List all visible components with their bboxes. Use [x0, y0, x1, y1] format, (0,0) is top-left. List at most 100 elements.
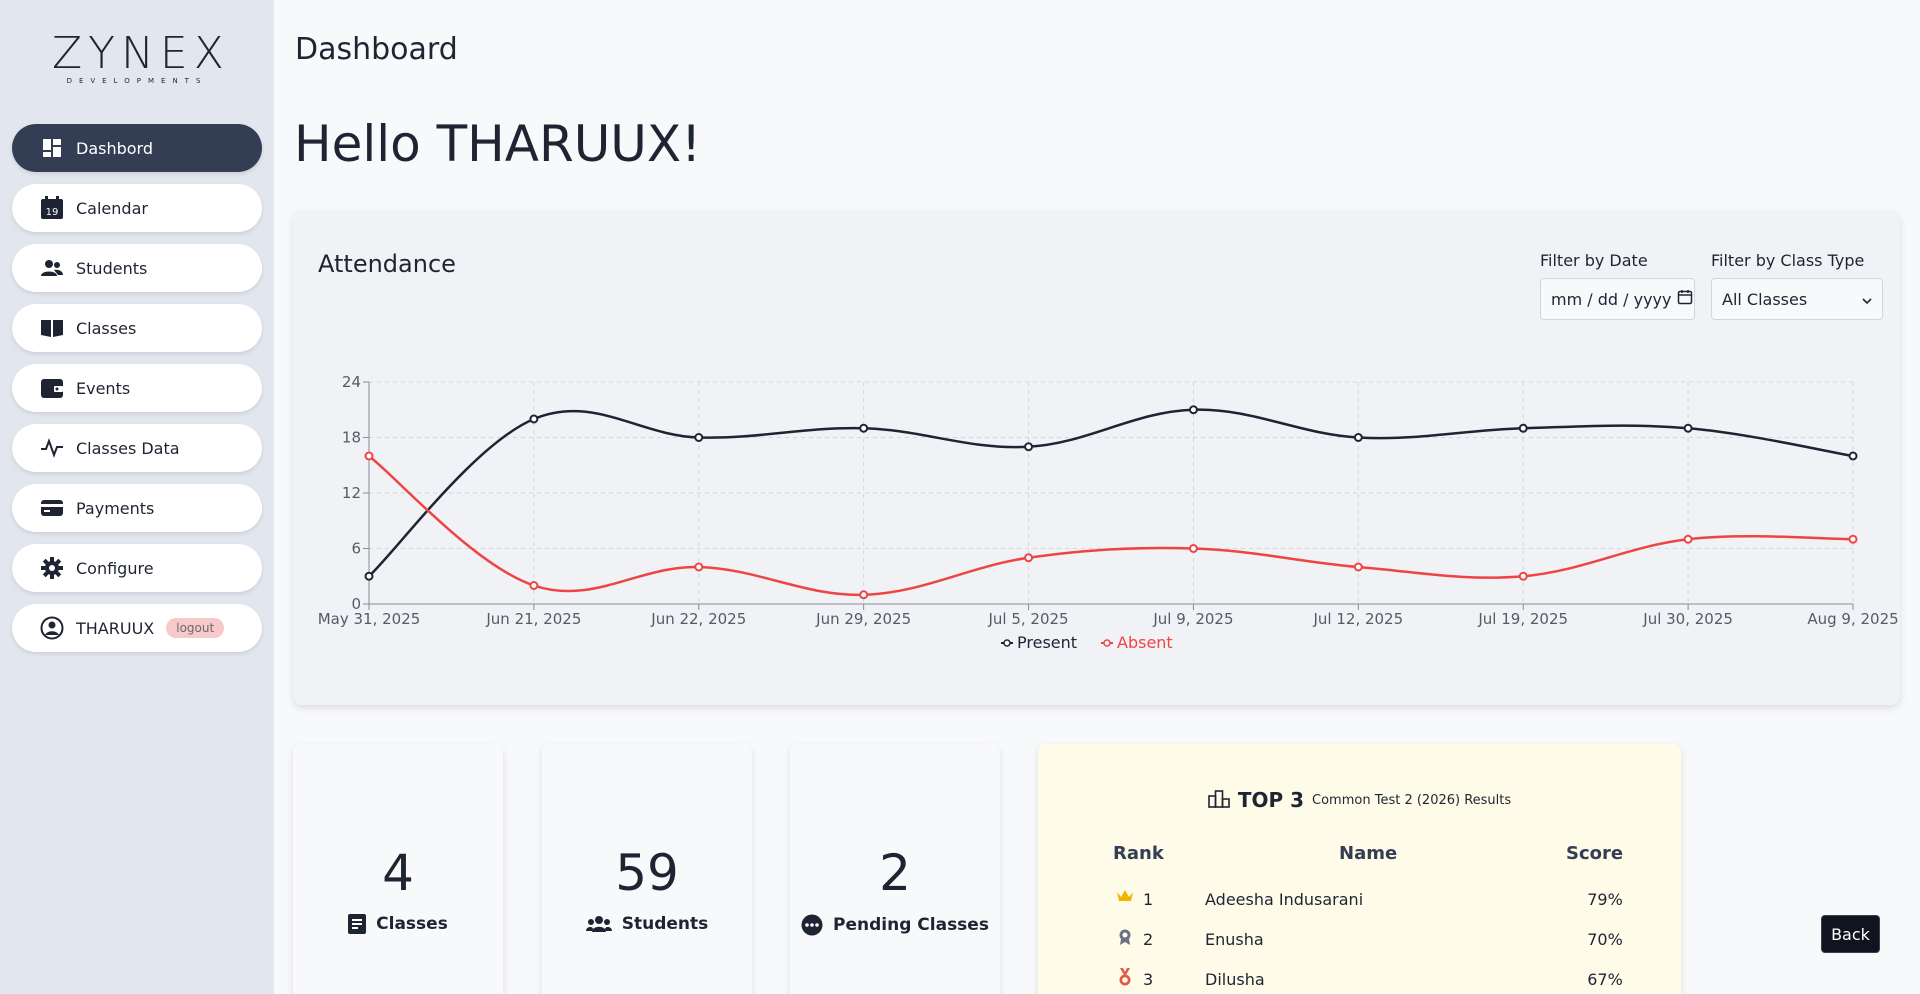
date-placeholder: mm / dd / yyyy [1551, 289, 1672, 309]
series-line-absent [368, 455, 1854, 597]
x-tick-label: Jun 21, 2025 [485, 610, 581, 628]
sidebar-nav: Dashbord 19 Calendar Students Classes Ev… [12, 124, 262, 664]
sidebar-item-dashboard[interactable]: Dashbord [12, 124, 262, 172]
legend-label: Absent [1117, 633, 1173, 652]
filter-by-date: Filter by Date mm / dd / yyyy [1540, 251, 1695, 320]
user-name: THARUUX [76, 618, 155, 638]
x-tick-label: Aug 9, 2025 [1807, 610, 1898, 628]
dashboard-icon [40, 136, 64, 160]
stat-value: 59 [615, 844, 679, 902]
score-cell: 67% [1587, 970, 1623, 989]
sidebar-item-classes[interactable]: Classes [12, 304, 262, 352]
data-point-present [529, 414, 539, 424]
pulse-icon [40, 436, 64, 460]
user-circle-icon [40, 616, 64, 640]
calendar-icon: 19 [40, 196, 64, 220]
table-row: 3 Dilusha 67% [1038, 964, 1681, 994]
filter-class-label: Filter by Class Type [1711, 251, 1865, 270]
data-point-absent [1683, 534, 1693, 544]
data-point-absent [859, 590, 869, 600]
data-point-absent [1518, 571, 1528, 581]
x-tick-label: Jul 19, 2025 [1477, 610, 1568, 628]
x-tick-label: Jun 22, 2025 [650, 610, 746, 628]
x-tick-label: May 31, 2025 [318, 610, 421, 628]
top3-card: TOP 3 Common Test 2 (2026) Results Rank … [1038, 744, 1681, 994]
sidebar-item-students[interactable]: Students [12, 244, 262, 292]
name-cell: Enusha [1205, 930, 1264, 949]
stat-label: Students [621, 914, 709, 934]
attendance-chart: 0 6 12 18 24 May 31, 2025 Jun 21, 2025 Jun 22, … [318, 373, 1899, 652]
sidebar-item-label: Payments [76, 498, 155, 518]
top3-title: TOP 3 [1237, 788, 1305, 812]
rank-cell: 3 [1143, 970, 1154, 989]
data-point-present [859, 423, 869, 433]
logo-word: ZYNEX [52, 28, 230, 79]
stat-card-pending-classes: 2 Pending Classes [790, 744, 1000, 994]
sidebar-item-label: Classes Data [76, 438, 180, 458]
logo-subtitle: DEVELOPMENTS [66, 77, 208, 85]
stat-label: Classes [376, 914, 448, 934]
top3-subtitle: Common Test 2 (2026) Results [1312, 792, 1512, 808]
data-point-present [364, 571, 374, 581]
top3-header: TOP 3 Common Test 2 (2026) Results [1038, 788, 1681, 812]
y-tick-label: 24 [342, 373, 361, 391]
gear-icon [40, 556, 64, 580]
stat-label: Pending Classes [833, 915, 989, 935]
data-point-absent [694, 562, 704, 572]
logout-button[interactable]: logout [166, 618, 225, 638]
data-point-absent [1024, 553, 1034, 563]
stat-card-classes: 4 Classes [293, 744, 503, 994]
data-point-present [1024, 442, 1034, 452]
medal-icon [1116, 968, 1134, 990]
more-circle-icon [801, 914, 823, 936]
attendance-card: Attendance Filter by Date mm / dd / yyyy… [293, 210, 1900, 705]
data-point-present [1188, 405, 1198, 415]
y-tick-label: 6 [351, 540, 361, 558]
sidebar: ZYNEX DEVELOPMENTS Dashbord 19 Calendar … [0, 0, 274, 994]
class-type-select[interactable]: All Classes [1711, 278, 1883, 320]
data-point-present [1518, 423, 1528, 433]
class-type-value: All Classes [1722, 289, 1808, 309]
back-button[interactable]: Back [1821, 915, 1880, 953]
sidebar-item-calendar[interactable]: 19 Calendar [12, 184, 262, 232]
table-row: 2 Enusha 70% [1038, 924, 1681, 956]
stat-label-row: Classes [293, 914, 503, 934]
name-header: Name [1339, 843, 1398, 864]
sidebar-item-classes-data[interactable]: Classes Data [12, 424, 262, 472]
page-title: Dashboard [295, 32, 458, 67]
stat-card-students: 59 Students [542, 744, 752, 994]
stat-label-row: Pending Classes [790, 914, 1000, 936]
y-tick-label: 12 [342, 484, 361, 502]
data-point-present [694, 433, 704, 442]
stat-value: 4 [382, 844, 414, 902]
data-point-absent [1848, 534, 1858, 544]
sidebar-item-label: Classes [76, 318, 137, 338]
calendar-picker-icon[interactable] [1677, 289, 1693, 309]
x-tick-label: Jun 29, 2025 [815, 610, 911, 628]
sidebar-item-configure[interactable]: Configure [12, 544, 262, 592]
users-icon [40, 256, 64, 280]
sidebar-item-events[interactable]: Events [12, 364, 262, 412]
name-cell: Dilusha [1205, 970, 1265, 989]
podium-icon [1208, 788, 1230, 812]
date-input[interactable]: mm / dd / yyyy [1540, 278, 1695, 320]
sidebar-item-label: Students [76, 258, 148, 278]
name-cell: Adeesha Indusarani [1205, 890, 1364, 909]
y-tick-label: 0 [351, 595, 361, 613]
data-point-absent [364, 451, 374, 461]
sidebar-item-payments[interactable]: Payments [12, 484, 262, 532]
award-icon [1116, 928, 1134, 950]
chevron-down-icon [1862, 290, 1872, 309]
score-cell: 79% [1587, 890, 1623, 909]
score-cell: 70% [1587, 930, 1623, 949]
table-row: 1 Adeesha Indusarani 79% [1038, 884, 1681, 916]
filter-date-label: Filter by Date [1540, 251, 1648, 270]
zynex-logo: ZYNEX DEVELOPMENTS [52, 28, 230, 86]
x-tick-label: Jul 9, 2025 [1152, 610, 1233, 628]
sidebar-item-label: Events [76, 378, 131, 398]
sidebar-item-label: Configure [76, 558, 154, 578]
sidebar-user[interactable]: THARUUX logout [12, 604, 262, 652]
sidebar-item-label: Dashbord [76, 138, 153, 158]
data-point-present [1683, 423, 1693, 433]
rank-cell: 2 [1143, 930, 1154, 949]
